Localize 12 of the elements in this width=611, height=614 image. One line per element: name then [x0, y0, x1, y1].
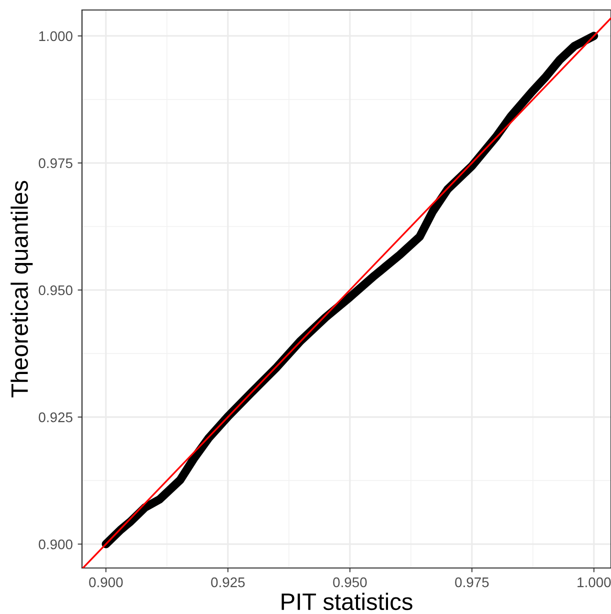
y-tick-label: 0.925 — [38, 412, 72, 422]
x-tick-label: 0.975 — [455, 577, 489, 588]
y-tick-label: 1.000 — [39, 31, 72, 42]
x-axis-title: PIT statistics — [282, 592, 412, 610]
x-tick-label: 0.900 — [89, 577, 123, 588]
x-tick-label: 0.925 — [211, 577, 245, 588]
y-axis-title: Theoretical quantiles — [10, 180, 33, 398]
x-tick-label: 0.950 — [333, 577, 367, 588]
x-tick-label: 1.000 — [578, 577, 611, 588]
y-tick-label: 0.900 — [38, 539, 72, 550]
y-tick-label: 0.950 — [38, 285, 72, 296]
y-tick-label: 0.975 — [38, 158, 72, 168]
